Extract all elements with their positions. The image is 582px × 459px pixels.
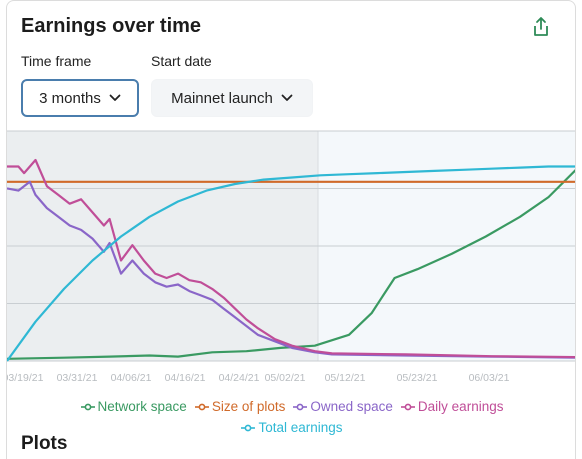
x-tick-label: 04/24/21 bbox=[219, 372, 260, 384]
legend-row-1: Network space Size of plots Owned space Dai… bbox=[7, 399, 575, 414]
timeframe-value: 3 months bbox=[39, 89, 101, 107]
x-tick-label: 05/23/21 bbox=[397, 372, 438, 384]
x-tick-label: 06/03/21 bbox=[469, 372, 510, 384]
legend-marker-icon bbox=[241, 424, 256, 431]
legend-marker-icon bbox=[80, 403, 95, 410]
legend-item-network-space[interactable]: Network space bbox=[80, 399, 187, 414]
legend-label: Network space bbox=[97, 399, 187, 414]
x-tick-label: 05/02/21 bbox=[265, 372, 306, 384]
legend-label: Owned space bbox=[310, 399, 393, 414]
legend-item-daily-earnings[interactable]: Daily earnings bbox=[400, 399, 504, 414]
series-line-total-earnings bbox=[7, 165, 575, 362]
legend-item-size-of-plots[interactable]: Size of plots bbox=[194, 399, 286, 414]
legend-item-owned-space[interactable]: Owned space bbox=[293, 399, 393, 414]
earnings-panel: Earnings over time Time frame Start date… bbox=[6, 0, 576, 459]
share-icon bbox=[534, 17, 548, 36]
earnings-chart[interactable]: 03/19/21 03/31/21 04/06/21 04/16/21 04/24/21… bbox=[7, 129, 576, 387]
x-tick-label: 04/16/21 bbox=[165, 372, 206, 384]
chevron-down-icon bbox=[281, 94, 293, 101]
x-tick-label: 03/19/21 bbox=[7, 372, 44, 384]
x-tick-label: 04/06/21 bbox=[111, 372, 152, 384]
startdate-select[interactable]: Mainnet launch bbox=[151, 79, 313, 117]
chevron-down-icon bbox=[109, 94, 121, 101]
legend-marker-icon bbox=[194, 403, 209, 410]
legend-marker-icon bbox=[293, 403, 308, 410]
share-button[interactable] bbox=[529, 15, 553, 39]
legend-label: Size of plots bbox=[211, 399, 286, 414]
panel-title: Earnings over time bbox=[21, 15, 202, 37]
legend-label: Daily earnings bbox=[417, 399, 504, 414]
legend-label: Total earnings bbox=[258, 420, 343, 435]
legend-marker-icon bbox=[400, 403, 415, 410]
series-line-daily-earnings bbox=[7, 158, 575, 359]
legend-item-total-earnings[interactable]: Total earnings bbox=[241, 420, 343, 435]
timeframe-select[interactable]: 3 months bbox=[21, 79, 139, 117]
startdate-value: Mainnet launch bbox=[171, 89, 273, 107]
startdate-label: Start date bbox=[151, 53, 212, 69]
series-line-network-space bbox=[7, 169, 575, 360]
x-tick-label: 03/31/21 bbox=[57, 372, 98, 384]
series-line-owned-space bbox=[7, 180, 575, 359]
timeframe-label: Time frame bbox=[21, 53, 92, 69]
legend-row-2: Total earnings bbox=[7, 420, 575, 435]
plots-heading: Plots bbox=[21, 433, 68, 454]
x-tick-label: 05/12/21 bbox=[325, 372, 366, 384]
